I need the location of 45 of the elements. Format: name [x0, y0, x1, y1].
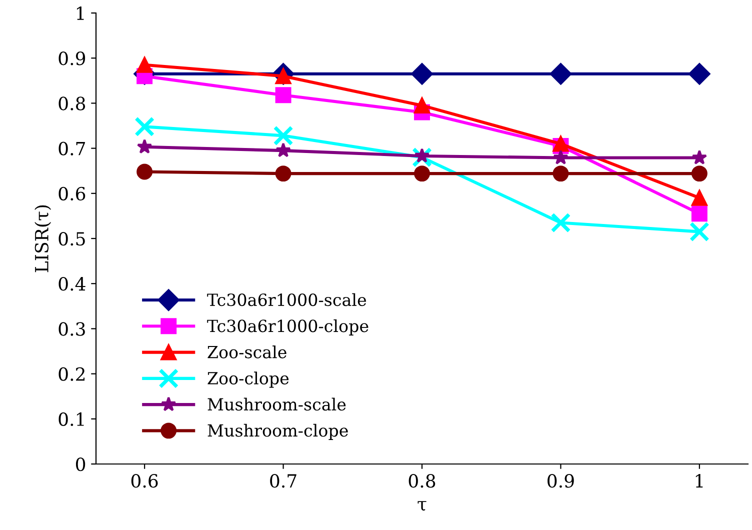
legend-label: Mushroom-scale [208, 398, 346, 411]
legend-label: Tc30a6r1000-scale [207, 293, 366, 306]
legend-label: Zoo-scale [208, 345, 286, 358]
point [552, 166, 569, 182]
legend-label: Mushroom-clope [208, 424, 348, 440]
y-tick-label: 0 [76, 457, 86, 472]
y-tick-label: 0.6 [58, 186, 86, 201]
point [275, 87, 292, 104]
y-axis-title: LISR(τ) [34, 205, 52, 272]
point [411, 63, 433, 85]
y-tick-label: 0.9 [58, 52, 86, 66]
x-tick-label: 0.9 [548, 474, 574, 488]
y-tick-label: 0.3 [58, 322, 85, 336]
point [136, 56, 153, 73]
point [553, 150, 568, 164]
point [692, 150, 708, 164]
point [691, 190, 708, 206]
point [414, 166, 430, 182]
point [690, 222, 709, 242]
point [691, 166, 708, 182]
point [136, 164, 153, 180]
x-tick-label: 0.6 [131, 474, 158, 488]
y-tick-label: 0.1 [58, 412, 84, 426]
point [550, 63, 572, 85]
y-tick-label: 0.8 [58, 96, 86, 110]
point [275, 166, 292, 182]
x-tick-label: 1 [696, 474, 703, 488]
point [414, 97, 430, 114]
legend-label: Tc30a6r1000-clope [207, 319, 368, 336]
point [691, 206, 708, 222]
point [135, 117, 154, 136]
legend-label: Zoo-clope [208, 372, 289, 388]
y-tick-label: 0.7 [58, 142, 85, 156]
point [136, 138, 152, 154]
y-tick-label: 0.2 [58, 367, 85, 381]
point [276, 142, 291, 158]
y-tick-label: 0.4 [58, 277, 86, 291]
point [551, 213, 570, 232]
x-axis-title: τ [418, 501, 426, 511]
y-tick-label: 0.5 [58, 232, 85, 246]
point [274, 126, 293, 146]
point [688, 63, 710, 85]
y-tick-label: 1 [76, 6, 84, 20]
x-tick-label: 0.7 [270, 474, 296, 488]
x-tick-label: 0.8 [408, 474, 436, 488]
